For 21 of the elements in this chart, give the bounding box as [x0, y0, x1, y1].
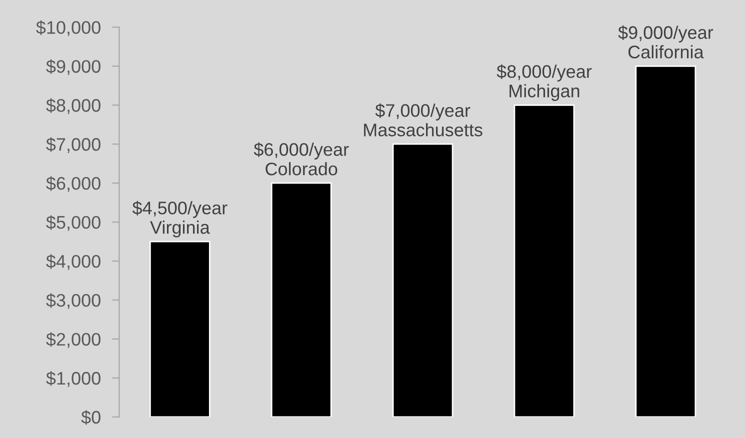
- bar: [270, 182, 332, 417]
- bar: [635, 65, 696, 417]
- bar: [149, 240, 210, 417]
- y-tick-label: $4,000: [46, 254, 100, 270]
- y-tick-label: $5,000: [46, 215, 100, 231]
- y-tick-label: $0: [81, 410, 100, 425]
- y-tick-label: $2,000: [46, 332, 100, 348]
- y-tick-label: $7,000: [46, 137, 100, 153]
- data-label: $8,000/year Michigan: [496, 64, 592, 101]
- y-tick-label: $8,000: [46, 98, 100, 114]
- y-tick-label: $3,000: [46, 293, 100, 309]
- bar: [392, 143, 454, 417]
- y-tick-label: $6,000: [46, 176, 100, 192]
- y-tick-label: $9,000: [46, 59, 100, 75]
- data-label: $9,000/year California: [618, 25, 714, 58]
- bar: [514, 104, 575, 417]
- y-tick-label: $1,000: [46, 371, 100, 387]
- data-label: $4,500/year Virginia: [132, 200, 228, 238]
- y-tick-label: $10,000: [36, 20, 100, 36]
- data-label: $7,000/year Massachusetts: [364, 103, 482, 136]
- data-label: $6,000/year Colorado: [254, 142, 349, 176]
